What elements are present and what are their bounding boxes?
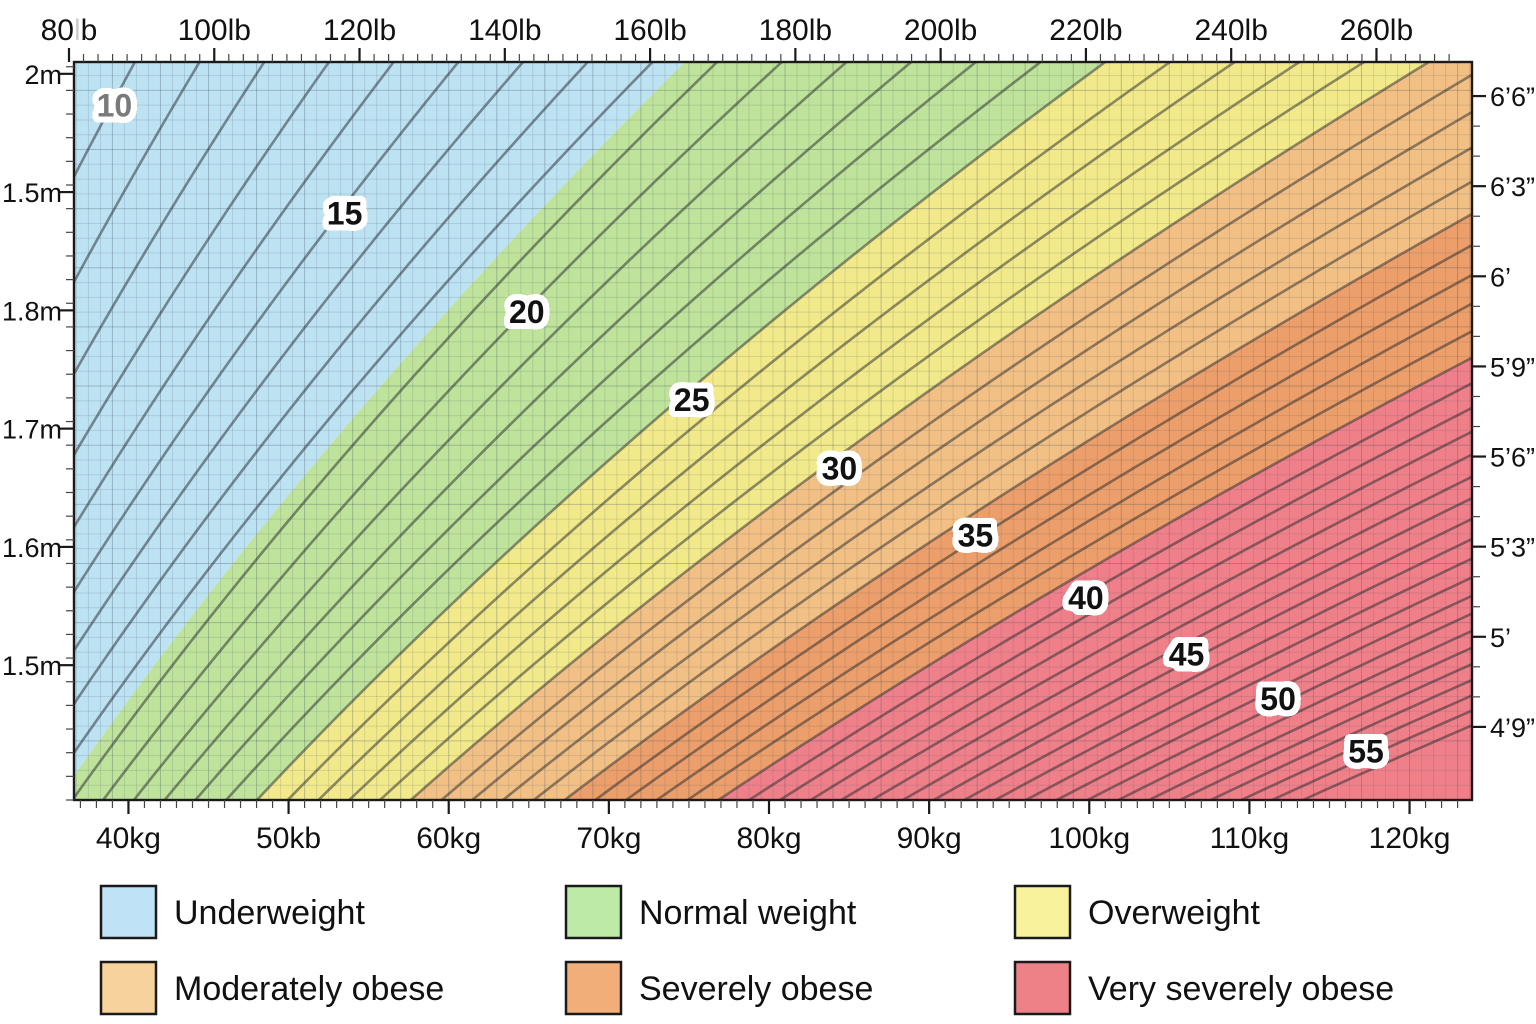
svg-text:1.6m: 1.6m (2, 533, 62, 563)
svg-text:50kb: 50kb (256, 822, 321, 855)
svg-text:Normal weight: Normal weight (639, 894, 857, 932)
svg-text:110kg: 110kg (1210, 822, 1290, 855)
svg-text:10: 10 (97, 87, 133, 123)
svg-text:140lb: 140lb (468, 14, 541, 47)
svg-text:15: 15 (327, 195, 363, 231)
svg-text:Moderately obese: Moderately obese (174, 970, 444, 1008)
svg-text:80lb: 80lb (41, 14, 98, 47)
svg-text:2m: 2m (24, 60, 62, 90)
svg-text:60kg: 60kg (416, 822, 481, 855)
svg-text:Very severely obese: Very severely obese (1088, 970, 1394, 1008)
svg-text:40kg: 40kg (96, 822, 161, 855)
svg-text:260lb: 260lb (1340, 14, 1413, 47)
svg-text:30: 30 (822, 451, 858, 487)
svg-text:6’6”: 6’6” (1490, 82, 1535, 112)
svg-text:200lb: 200lb (904, 14, 977, 47)
svg-text:40: 40 (1068, 580, 1104, 616)
svg-text:120kg: 120kg (1369, 822, 1451, 855)
svg-text:5’: 5’ (1490, 623, 1511, 653)
svg-text:Underweight: Underweight (174, 894, 365, 932)
svg-text:100lb: 100lb (178, 14, 251, 47)
svg-text:50: 50 (1260, 681, 1296, 717)
svg-text:90kg: 90kg (897, 822, 962, 855)
svg-text:180lb: 180lb (759, 14, 832, 47)
svg-text:6’3”: 6’3” (1490, 172, 1535, 202)
svg-text:1.5m: 1.5m (2, 178, 62, 208)
svg-text:45: 45 (1169, 636, 1205, 672)
svg-text:1.5m: 1.5m (2, 651, 62, 681)
svg-text:1.7m: 1.7m (2, 415, 62, 445)
svg-text:35: 35 (958, 518, 994, 554)
svg-text:5’9”: 5’9” (1490, 352, 1535, 382)
svg-text:120lb: 120lb (323, 14, 396, 47)
svg-text:220lb: 220lb (1049, 14, 1122, 47)
svg-text:4’9”: 4’9” (1490, 713, 1535, 743)
svg-text:80kg: 80kg (736, 822, 801, 855)
svg-text:240lb: 240lb (1194, 14, 1267, 47)
svg-text:20: 20 (509, 294, 545, 330)
svg-text:70kg: 70kg (576, 822, 641, 855)
svg-text:5’6”: 5’6” (1490, 443, 1535, 473)
svg-text:100kg: 100kg (1048, 822, 1130, 855)
svg-text:160lb: 160lb (613, 14, 686, 47)
svg-text:6’: 6’ (1490, 262, 1511, 292)
svg-text:55: 55 (1348, 733, 1384, 769)
svg-text:25: 25 (674, 382, 710, 418)
svg-text:5’3”: 5’3” (1490, 533, 1535, 563)
svg-text:Overweight: Overweight (1088, 894, 1261, 932)
svg-text:1.8m: 1.8m (2, 296, 62, 326)
svg-text:Severely obese: Severely obese (639, 970, 873, 1008)
